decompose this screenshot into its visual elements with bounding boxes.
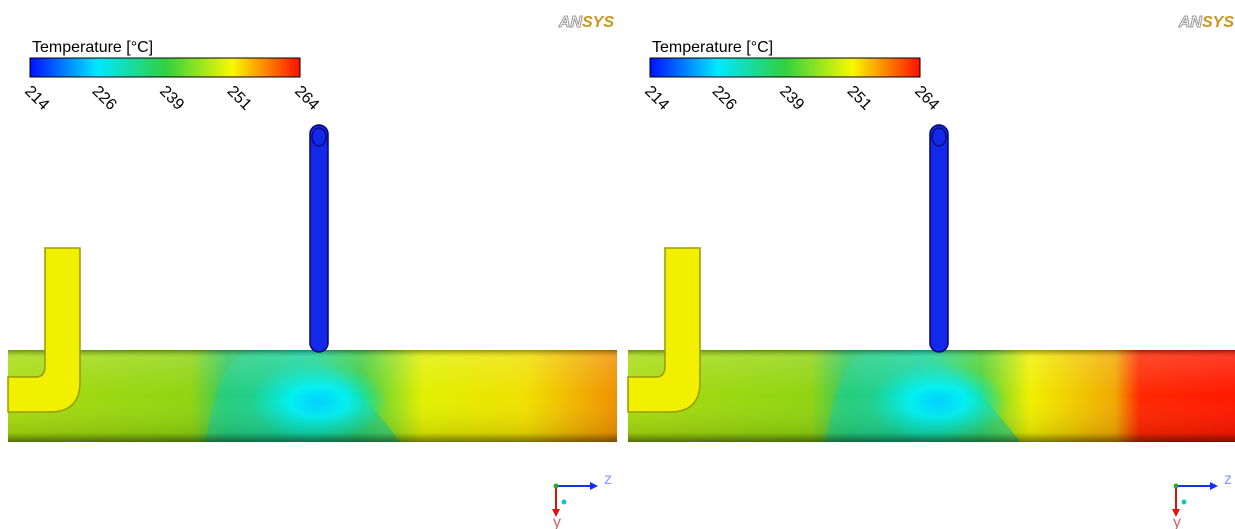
- logo-prefix: AN: [558, 14, 583, 31]
- axis-origin: [554, 484, 559, 489]
- legend-tick-label: 214: [641, 83, 672, 114]
- legend-tick-label: 239: [776, 83, 807, 114]
- viewport: ANSYS Temperature [°C] 214 226 239 251 264 z y: [8, 14, 617, 529]
- legend-title: Temperature [°C]: [652, 39, 773, 56]
- color-bar: [650, 58, 920, 77]
- inlet-pipe: [930, 125, 948, 352]
- logo-suffix: SYS: [1202, 14, 1234, 31]
- inlet-pipe: [310, 125, 328, 352]
- logo-prefix: AN: [1178, 14, 1203, 31]
- elbow-pipe: [8, 248, 80, 412]
- logo: ANSYS: [558, 14, 614, 31]
- legend-tick-label: 251: [844, 83, 875, 114]
- legend-tick-label: 264: [911, 83, 942, 114]
- legend-tick-label: 226: [709, 83, 740, 114]
- legend-title: Temperature [°C]: [32, 39, 153, 56]
- axis-x-label: z: [1224, 471, 1232, 488]
- legend-tick-label: 239: [156, 83, 187, 114]
- color-bar: [30, 58, 300, 77]
- screenshot: ANSYSTemperature [°C]214226239251264zyAN…: [0, 0, 1235, 529]
- axis-dot: [562, 500, 567, 505]
- legend-tick-label: 226: [89, 83, 120, 114]
- pipe-shading: [8, 350, 617, 442]
- logo-suffix: SYS: [582, 14, 614, 31]
- axis-y-label: y: [1173, 514, 1181, 529]
- legend-tick-label: 214: [21, 83, 52, 114]
- axis-y-label: y: [553, 514, 561, 529]
- logo: ANSYS: [1178, 14, 1234, 31]
- axis-x-head: [1210, 482, 1218, 490]
- axis-x-head: [590, 482, 598, 490]
- axis-x-label: z: [604, 471, 612, 488]
- elbow-pipe: [628, 248, 700, 412]
- pipe-shading: [628, 350, 1235, 442]
- axis-dot: [1182, 500, 1187, 505]
- axis-origin: [1174, 484, 1179, 489]
- legend-tick-label: 264: [291, 83, 322, 114]
- viewport: ANSYS Temperature [°C] 214 226 239 251 264 z y: [628, 14, 1235, 529]
- legend-tick-label: 251: [224, 83, 255, 114]
